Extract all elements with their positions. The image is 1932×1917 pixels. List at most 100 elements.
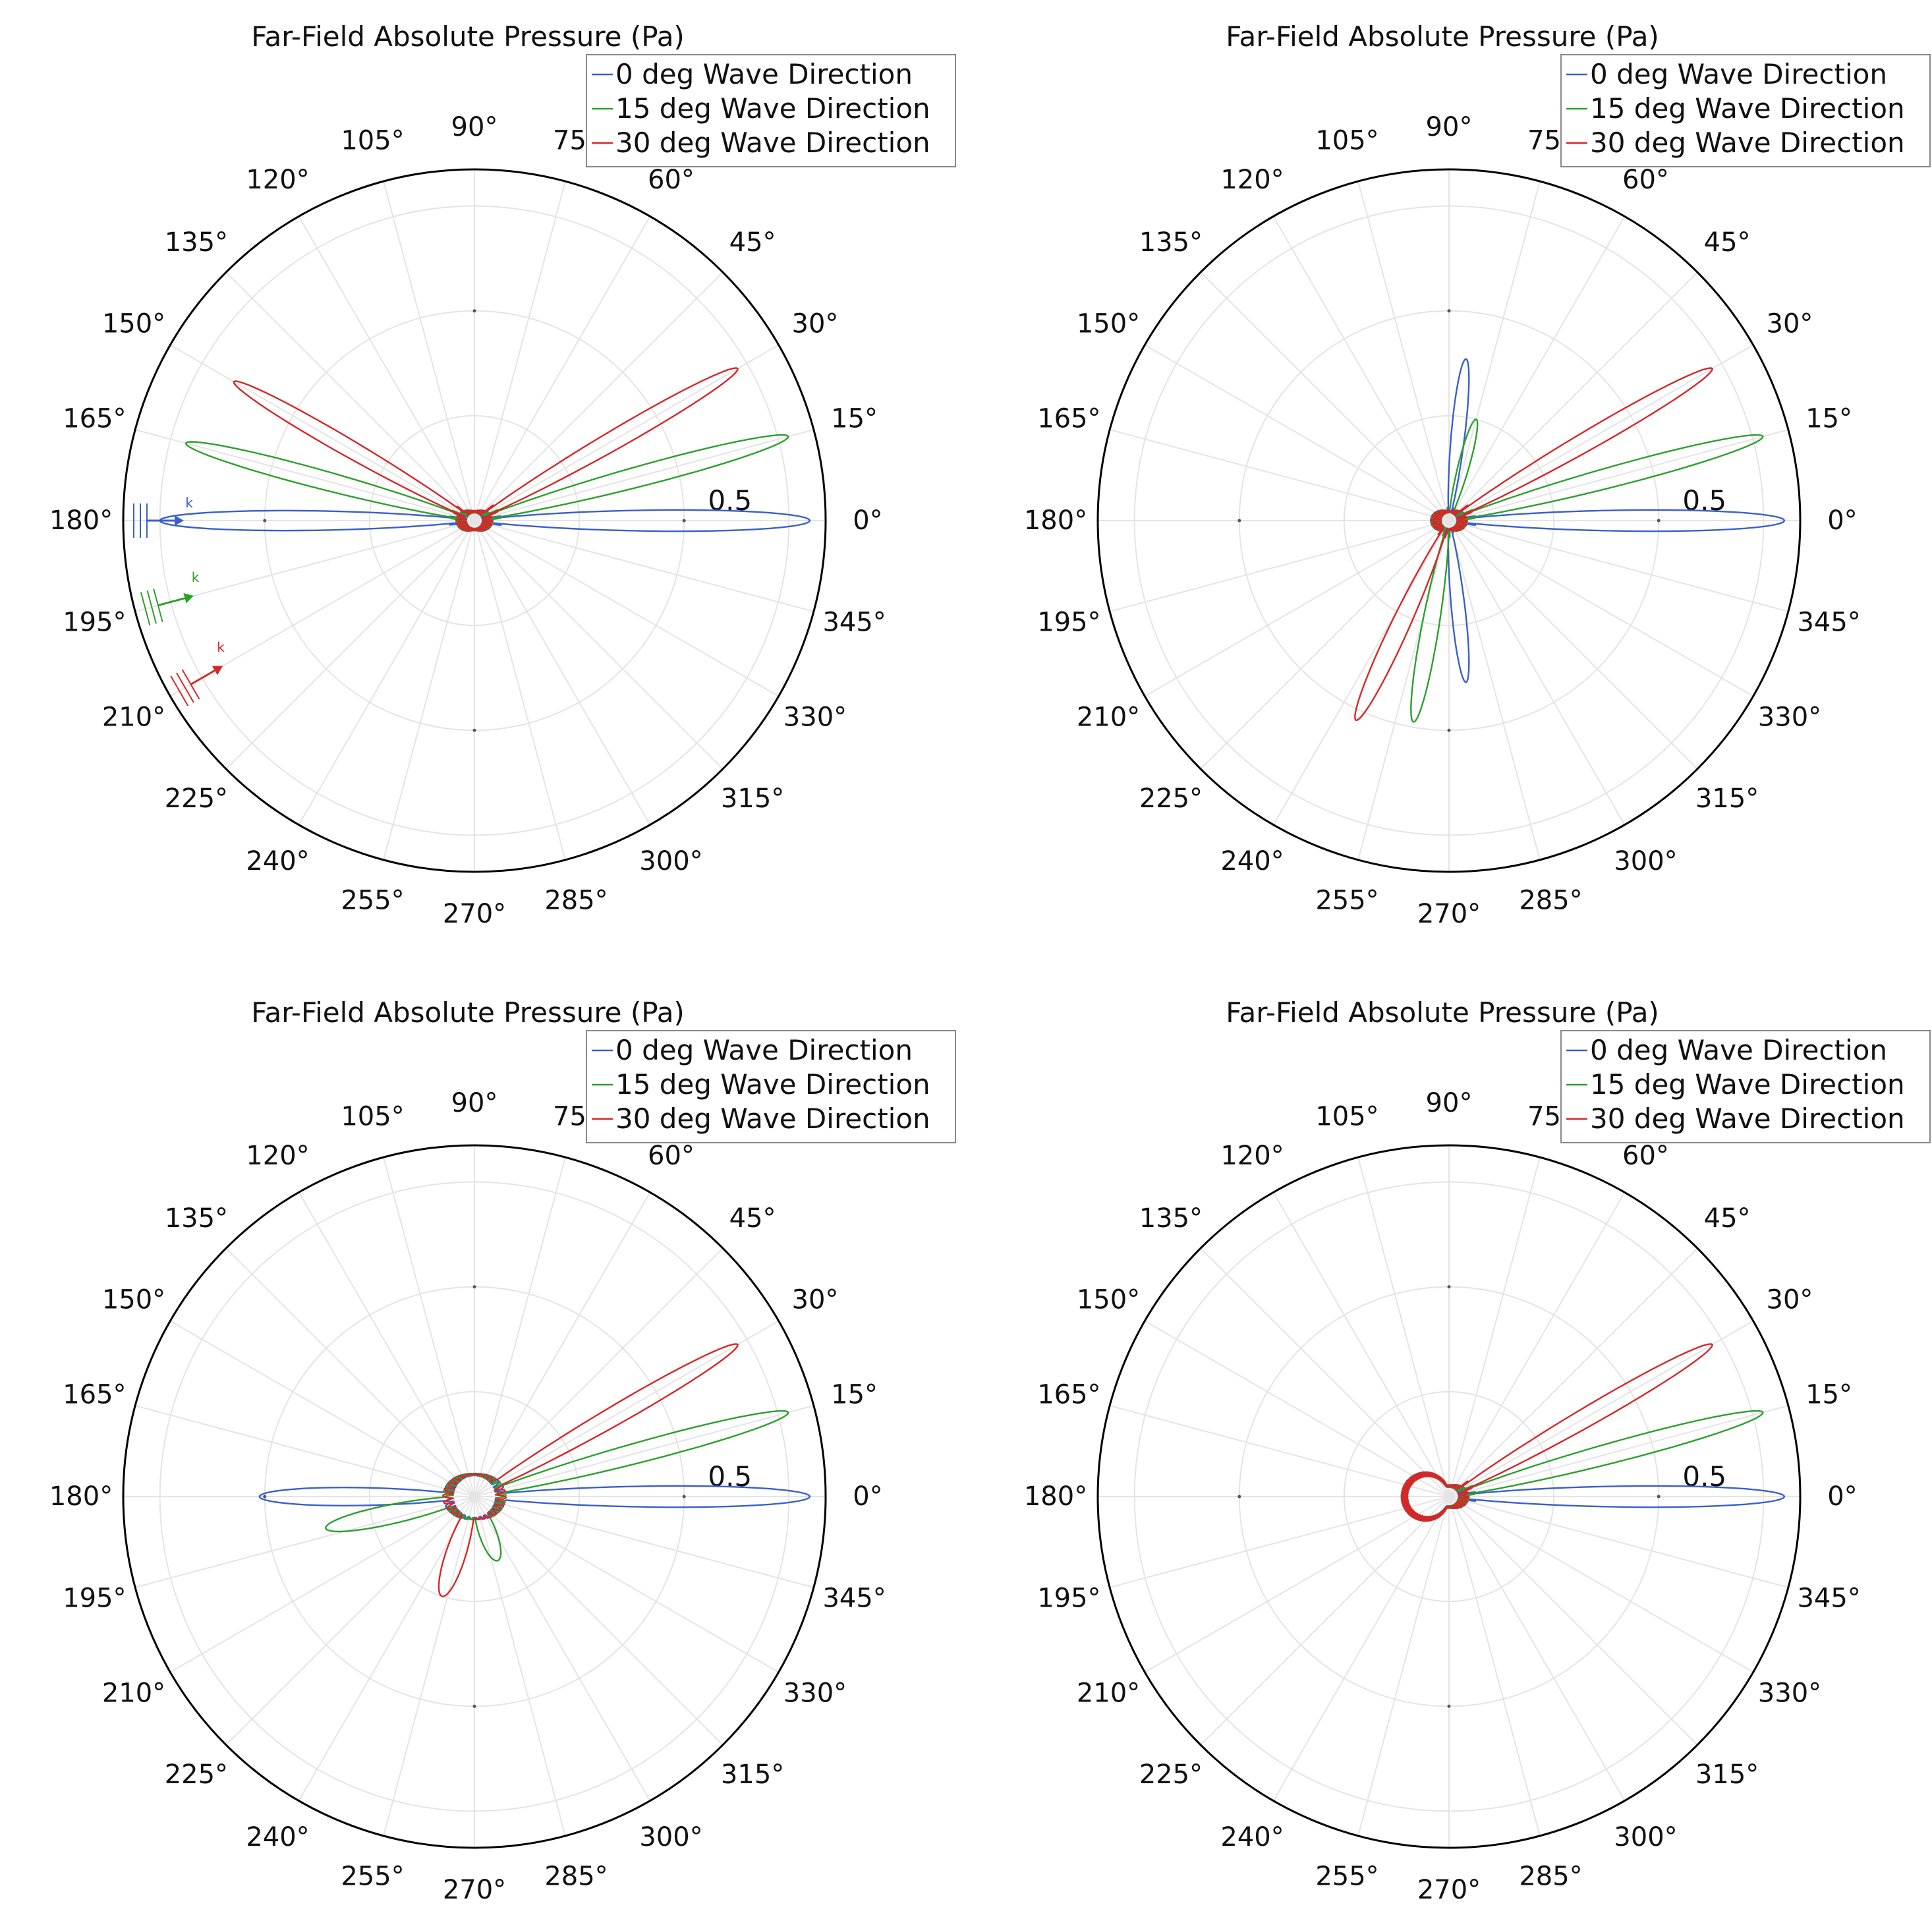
angular-gridline (1200, 1247, 1450, 1497)
angular-gridline (1448, 1247, 1698, 1497)
series-line (1400, 1343, 1713, 1522)
angle-tick-label: 255° (1315, 886, 1378, 916)
angular-gridline (1357, 1157, 1450, 1497)
angle-tick-label: 195° (63, 1584, 126, 1614)
radial-gridline (1343, 1390, 1555, 1603)
angle-tick-label: 345° (822, 608, 886, 638)
wavefront-line (170, 675, 189, 706)
angular-gridline (474, 520, 566, 861)
angular-gridline (474, 344, 780, 521)
angular-gridline (169, 1496, 475, 1673)
angle-tick-label: 255° (341, 1862, 404, 1892)
polar-chart-3: 0°15°30°45°60°75°90°105°120°135°150°165°… (49, 996, 956, 1905)
angular-gridline (474, 1496, 724, 1746)
angle-tick-label: 300° (639, 1822, 702, 1852)
polar-boundary (1096, 168, 1802, 873)
angle-tick-label: 165° (63, 403, 126, 434)
radial-gridline (368, 415, 581, 627)
angular-gridline (1448, 1496, 1541, 1837)
angle-tick-label: 195° (1037, 1584, 1100, 1614)
angle-tick-label: 225° (1139, 784, 1203, 814)
legend-entry: 15 deg Wave Direction (1590, 92, 1905, 125)
angular-gridline (474, 1157, 566, 1497)
legend-entry: 0 deg Wave Direction (1590, 1034, 1887, 1066)
angle-tick-label: 120° (246, 165, 309, 195)
angular-gridline (1448, 1496, 1754, 1673)
angle-tick-label: 135° (165, 227, 228, 258)
angular-gridline (474, 520, 780, 697)
chart-title: Far-Field Absolute Pressure (Pa) (251, 20, 685, 53)
angular-gridline (474, 1496, 780, 1673)
angle-tick-label: 240° (246, 846, 309, 876)
radial-tick-mark (263, 519, 267, 523)
angle-tick-label: 0° (853, 505, 882, 536)
angle-tick-label: 240° (246, 1822, 309, 1852)
angular-gridline (1448, 520, 1754, 697)
polar-chart-2: 0°15°30°45°60°75°90°105°120°135°150°165°… (1024, 20, 1931, 929)
angular-gridline (298, 520, 475, 826)
angular-gridline (1448, 429, 1789, 521)
angle-tick-label: 270° (443, 1875, 506, 1905)
angle-tick-label: 165° (63, 1379, 126, 1410)
angular-gridline (1448, 520, 1541, 861)
radial-gridline (159, 1181, 790, 1812)
angle-tick-label: 330° (1758, 1678, 1821, 1708)
angle-tick-label: 60° (1622, 165, 1669, 195)
angular-gridline (298, 1191, 475, 1497)
angular-gridline (1144, 344, 1450, 521)
angular-gridline (474, 272, 724, 521)
legend-entry: 30 deg Wave Direction (1590, 1102, 1905, 1135)
angular-gridline (474, 520, 651, 826)
angular-gridline (474, 1247, 724, 1497)
angle-tick-label: 210° (102, 702, 165, 732)
angle-tick-label: 105° (341, 125, 404, 156)
angle-tick-label: 135° (165, 1203, 228, 1234)
polar-chart-1: 0°15°30°45°60°75°90°105°120°135°150°165°… (49, 20, 956, 929)
angular-gridline (474, 1320, 780, 1497)
angle-tick-label: 120° (246, 1141, 309, 1171)
angle-tick-label: 225° (165, 784, 228, 814)
angular-gridline (1109, 429, 1450, 521)
angular-gridline (298, 215, 475, 521)
angular-gridline (1272, 1496, 1450, 1802)
radial-gridline (1133, 205, 1765, 836)
angle-tick-label: 330° (1758, 702, 1821, 732)
angle-tick-label: 135° (1139, 1203, 1203, 1234)
legend-entry: 30 deg Wave Direction (615, 127, 930, 159)
angle-tick-label: 210° (102, 1678, 165, 1708)
radial-tick-mark (682, 1495, 686, 1499)
angle-tick-label: 30° (792, 1285, 839, 1315)
angle-tick-label: 150° (1077, 1285, 1140, 1315)
angular-gridline (474, 1496, 651, 1802)
radial-tick-mark (472, 728, 476, 732)
angle-tick-label: 90° (451, 112, 498, 142)
series-line (1354, 367, 1713, 721)
angle-tick-label: 240° (1220, 1822, 1284, 1852)
angle-tick-label: 45° (1704, 1203, 1751, 1234)
polar-boundary (122, 168, 827, 873)
angular-gridline (1200, 1496, 1450, 1746)
angular-gridline (1448, 520, 1789, 612)
angular-gridline (383, 520, 475, 861)
angular-gridline (474, 215, 651, 521)
legend-box (1560, 54, 1931, 167)
angular-gridline (474, 429, 814, 521)
radial-tick-mark (472, 309, 476, 313)
angle-tick-label: 150° (1077, 309, 1140, 339)
angle-tick-label: 210° (1077, 702, 1140, 732)
wave-arrow: k (140, 569, 200, 626)
angle-tick-label: 315° (721, 784, 784, 814)
radial-gridline (368, 1390, 581, 1603)
angular-gridline (1448, 1320, 1754, 1497)
angle-tick-label: 60° (648, 165, 695, 195)
angular-gridline (474, 1496, 814, 1588)
angular-gridline (169, 1320, 475, 1497)
angular-gridline (1109, 520, 1450, 612)
angle-tick-label: 300° (1614, 1822, 1677, 1852)
angle-tick-label: 150° (102, 1285, 165, 1315)
angular-gridline (1448, 181, 1541, 521)
angular-gridline (1272, 215, 1450, 521)
